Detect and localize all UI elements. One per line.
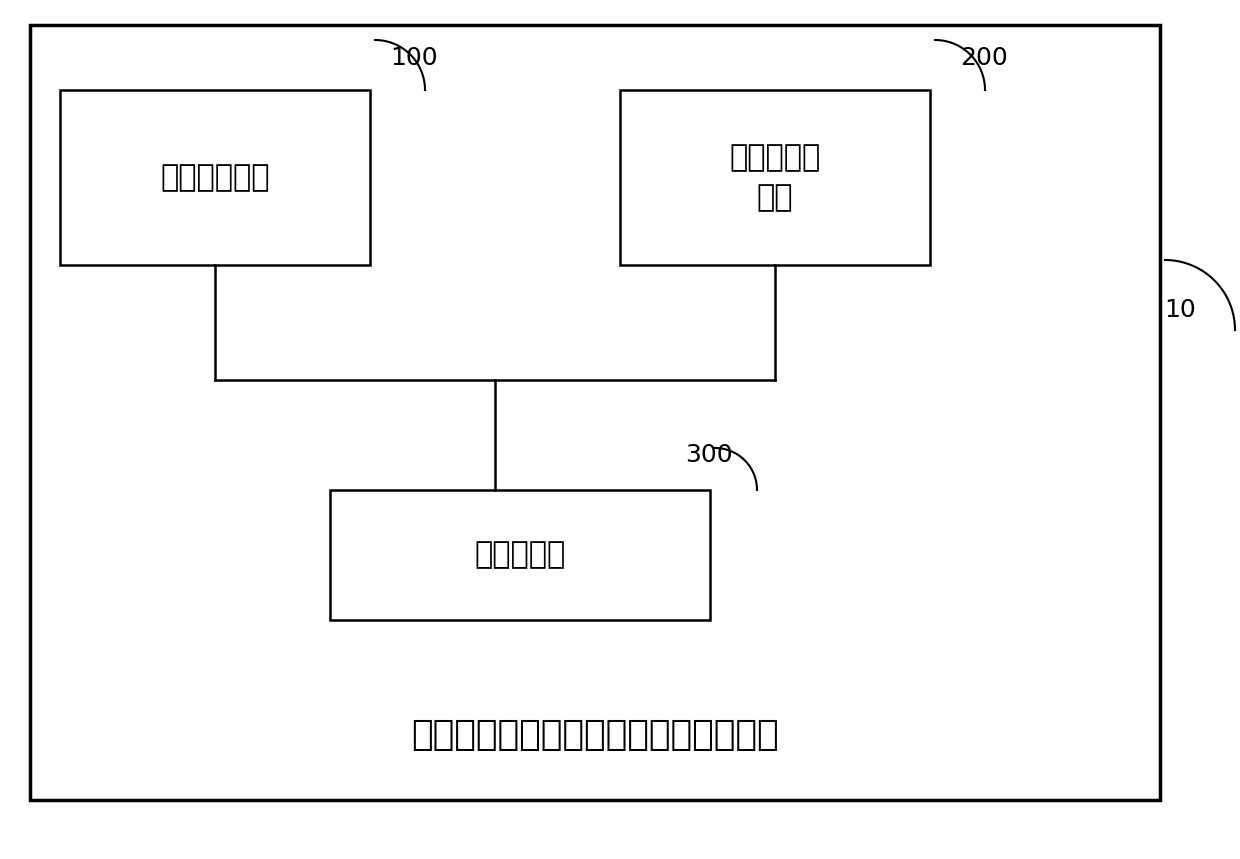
Text: 10: 10	[1164, 298, 1195, 322]
Text: 100: 100	[391, 46, 438, 70]
Text: 载荷检测模块: 载荷检测模块	[160, 163, 270, 192]
Text: 变形场检测
模块: 变形场检测 模块	[729, 143, 821, 212]
Text: 200: 200	[960, 46, 1008, 70]
Text: 后处理系统: 后处理系统	[475, 540, 565, 570]
Bar	[620, 90, 930, 265]
Bar	[60, 90, 370, 265]
Text: 300: 300	[684, 443, 733, 467]
Text: 基于载荷和变形场测量的压痕实验装置: 基于载荷和变形场测量的压痕实验装置	[412, 718, 779, 752]
Bar	[330, 490, 711, 620]
